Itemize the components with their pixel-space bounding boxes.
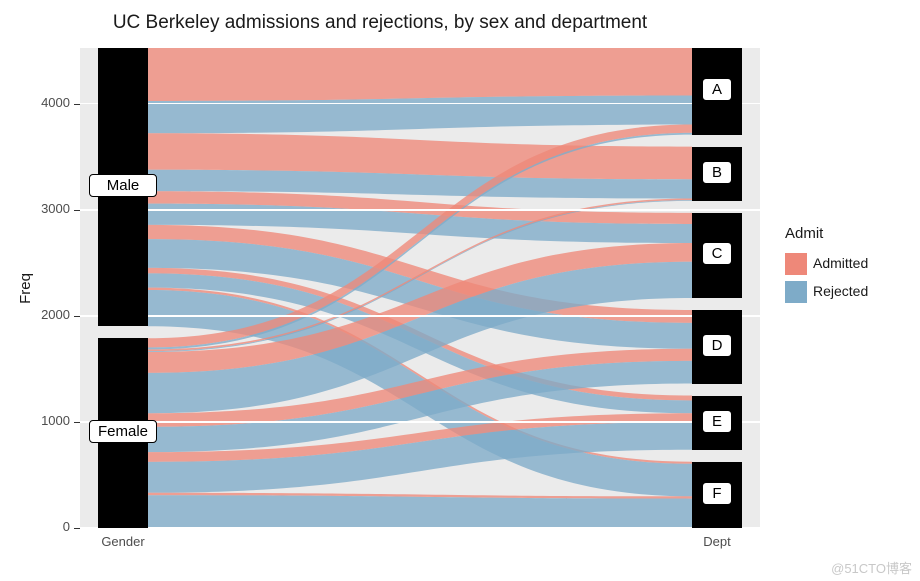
- node-label-female: Female: [89, 420, 157, 443]
- node-label-b: B: [702, 161, 732, 184]
- node-label-male: Male: [89, 174, 157, 197]
- node-label-d: D: [702, 334, 732, 357]
- y-tick-label: 3000: [25, 201, 70, 216]
- legend-label-admitted: Admitted: [813, 255, 868, 271]
- y-tick-label: 2000: [25, 307, 70, 322]
- y-tick-label: 0: [25, 519, 70, 534]
- watermark-text: @51CTO博客: [831, 558, 912, 577]
- flow-male-a-admitted: [148, 48, 692, 101]
- node-label-e: E: [702, 410, 732, 433]
- flow-male-a-rejected: [148, 96, 692, 134]
- node-label-f: F: [702, 482, 732, 505]
- gridline: [80, 209, 760, 210]
- y-tick-mark: [74, 316, 80, 317]
- gridline: [80, 527, 760, 528]
- legend-label-rejected: Rejected: [813, 283, 868, 299]
- y-tick-mark: [74, 104, 80, 105]
- x-category-label: Dept: [677, 534, 757, 549]
- node-label-c: C: [702, 242, 732, 265]
- y-tick-label: 1000: [25, 413, 70, 428]
- legend-title: Admit: [785, 225, 823, 242]
- y-tick-mark: [74, 210, 80, 211]
- y-axis-label: Freq: [17, 273, 34, 304]
- y-tick-label: 4000: [25, 95, 70, 110]
- legend-swatch-admitted: [785, 253, 807, 275]
- x-category-label: Gender: [83, 534, 163, 549]
- legend-swatch-rejected: [785, 281, 807, 303]
- flow-female-f-rejected: [148, 495, 692, 528]
- gridline: [80, 421, 760, 422]
- gridline: [80, 315, 760, 316]
- node-label-a: A: [702, 78, 732, 101]
- y-tick-mark: [74, 422, 80, 423]
- gridline: [80, 103, 760, 104]
- y-tick-mark: [74, 528, 80, 529]
